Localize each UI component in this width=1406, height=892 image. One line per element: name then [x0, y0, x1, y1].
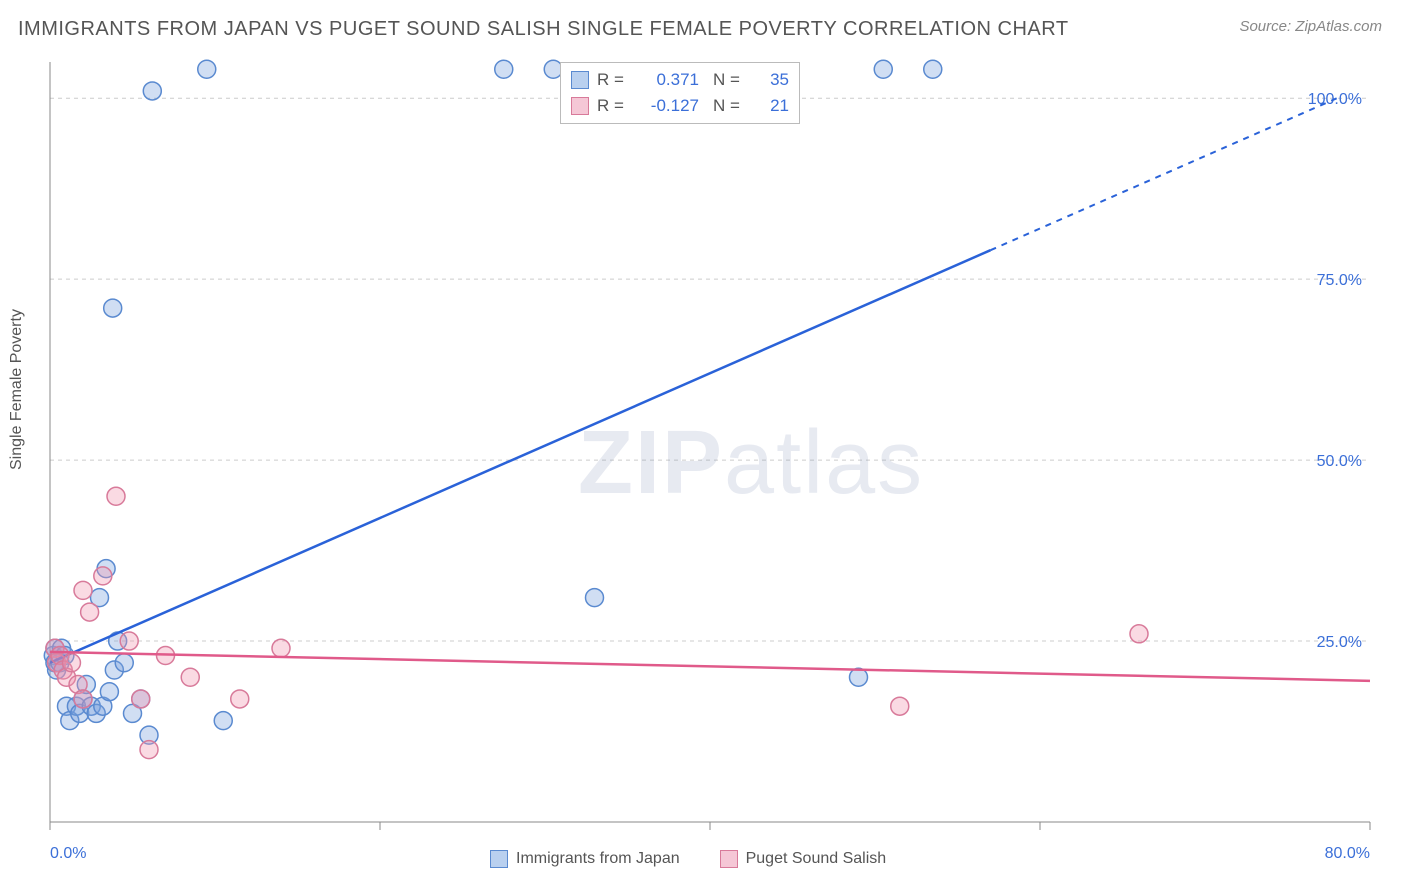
legend-item: Puget Sound Salish [720, 850, 887, 868]
legend-row: R = 0.371 N = 35 [571, 67, 789, 93]
data-point [107, 487, 125, 505]
data-point [891, 697, 909, 715]
data-point [74, 581, 92, 599]
scatter-plot-svg: 25.0%50.0%75.0%100.0%0.0%80.0% [0, 50, 1406, 892]
data-point [140, 741, 158, 759]
legend-swatch [571, 71, 589, 89]
data-point [495, 60, 513, 78]
series-legend: Immigrants from Japan Puget Sound Salish [490, 850, 886, 868]
legend-n-label: N = [713, 70, 747, 90]
legend-row: R = -0.127 N = 21 [571, 93, 789, 119]
legend-n-value: 35 [755, 70, 789, 90]
legend-item: Immigrants from Japan [490, 850, 680, 868]
correlation-legend: R = 0.371 N = 35 R = -0.127 N = 21 [560, 62, 800, 124]
legend-series-name: Immigrants from Japan [516, 850, 680, 868]
legend-r-label: R = [597, 70, 631, 90]
data-point [198, 60, 216, 78]
legend-r-label: R = [597, 96, 631, 116]
legend-swatch [720, 850, 738, 868]
data-point [100, 683, 118, 701]
x-tick-label: 80.0% [1325, 845, 1370, 862]
y-tick-label: 75.0% [1317, 272, 1362, 289]
data-point [104, 299, 122, 317]
data-point [924, 60, 942, 78]
legend-n-value: 21 [755, 96, 789, 116]
data-point [214, 712, 232, 730]
trend-line-extrapolated [991, 98, 1338, 250]
data-point [143, 82, 161, 100]
data-point [231, 690, 249, 708]
data-point [586, 589, 604, 607]
trend-line [50, 250, 991, 663]
data-point [74, 690, 92, 708]
data-point [94, 567, 112, 585]
data-point [62, 654, 80, 672]
data-point [120, 632, 138, 650]
legend-swatch [571, 97, 589, 115]
data-point [181, 668, 199, 686]
legend-swatch [490, 850, 508, 868]
data-point [1130, 625, 1148, 643]
chart-title: IMMIGRANTS FROM JAPAN VS PUGET SOUND SAL… [18, 18, 1069, 41]
source-label: Source: ZipAtlas.com [1239, 18, 1382, 35]
data-point [874, 60, 892, 78]
y-tick-label: 25.0% [1317, 634, 1362, 651]
data-point [132, 690, 150, 708]
legend-r-value: -0.127 [639, 96, 699, 116]
trend-line [50, 652, 1370, 681]
data-point [272, 639, 290, 657]
y-tick-label: 50.0% [1317, 453, 1362, 470]
data-point [81, 603, 99, 621]
data-point [115, 654, 133, 672]
legend-n-label: N = [713, 96, 747, 116]
legend-series-name: Puget Sound Salish [746, 850, 887, 868]
x-tick-label: 0.0% [50, 845, 86, 862]
chart-header: IMMIGRANTS FROM JAPAN VS PUGET SOUND SAL… [0, 0, 1406, 41]
legend-r-value: 0.371 [639, 70, 699, 90]
chart-area: Single Female Poverty 25.0%50.0%75.0%100… [0, 50, 1406, 892]
